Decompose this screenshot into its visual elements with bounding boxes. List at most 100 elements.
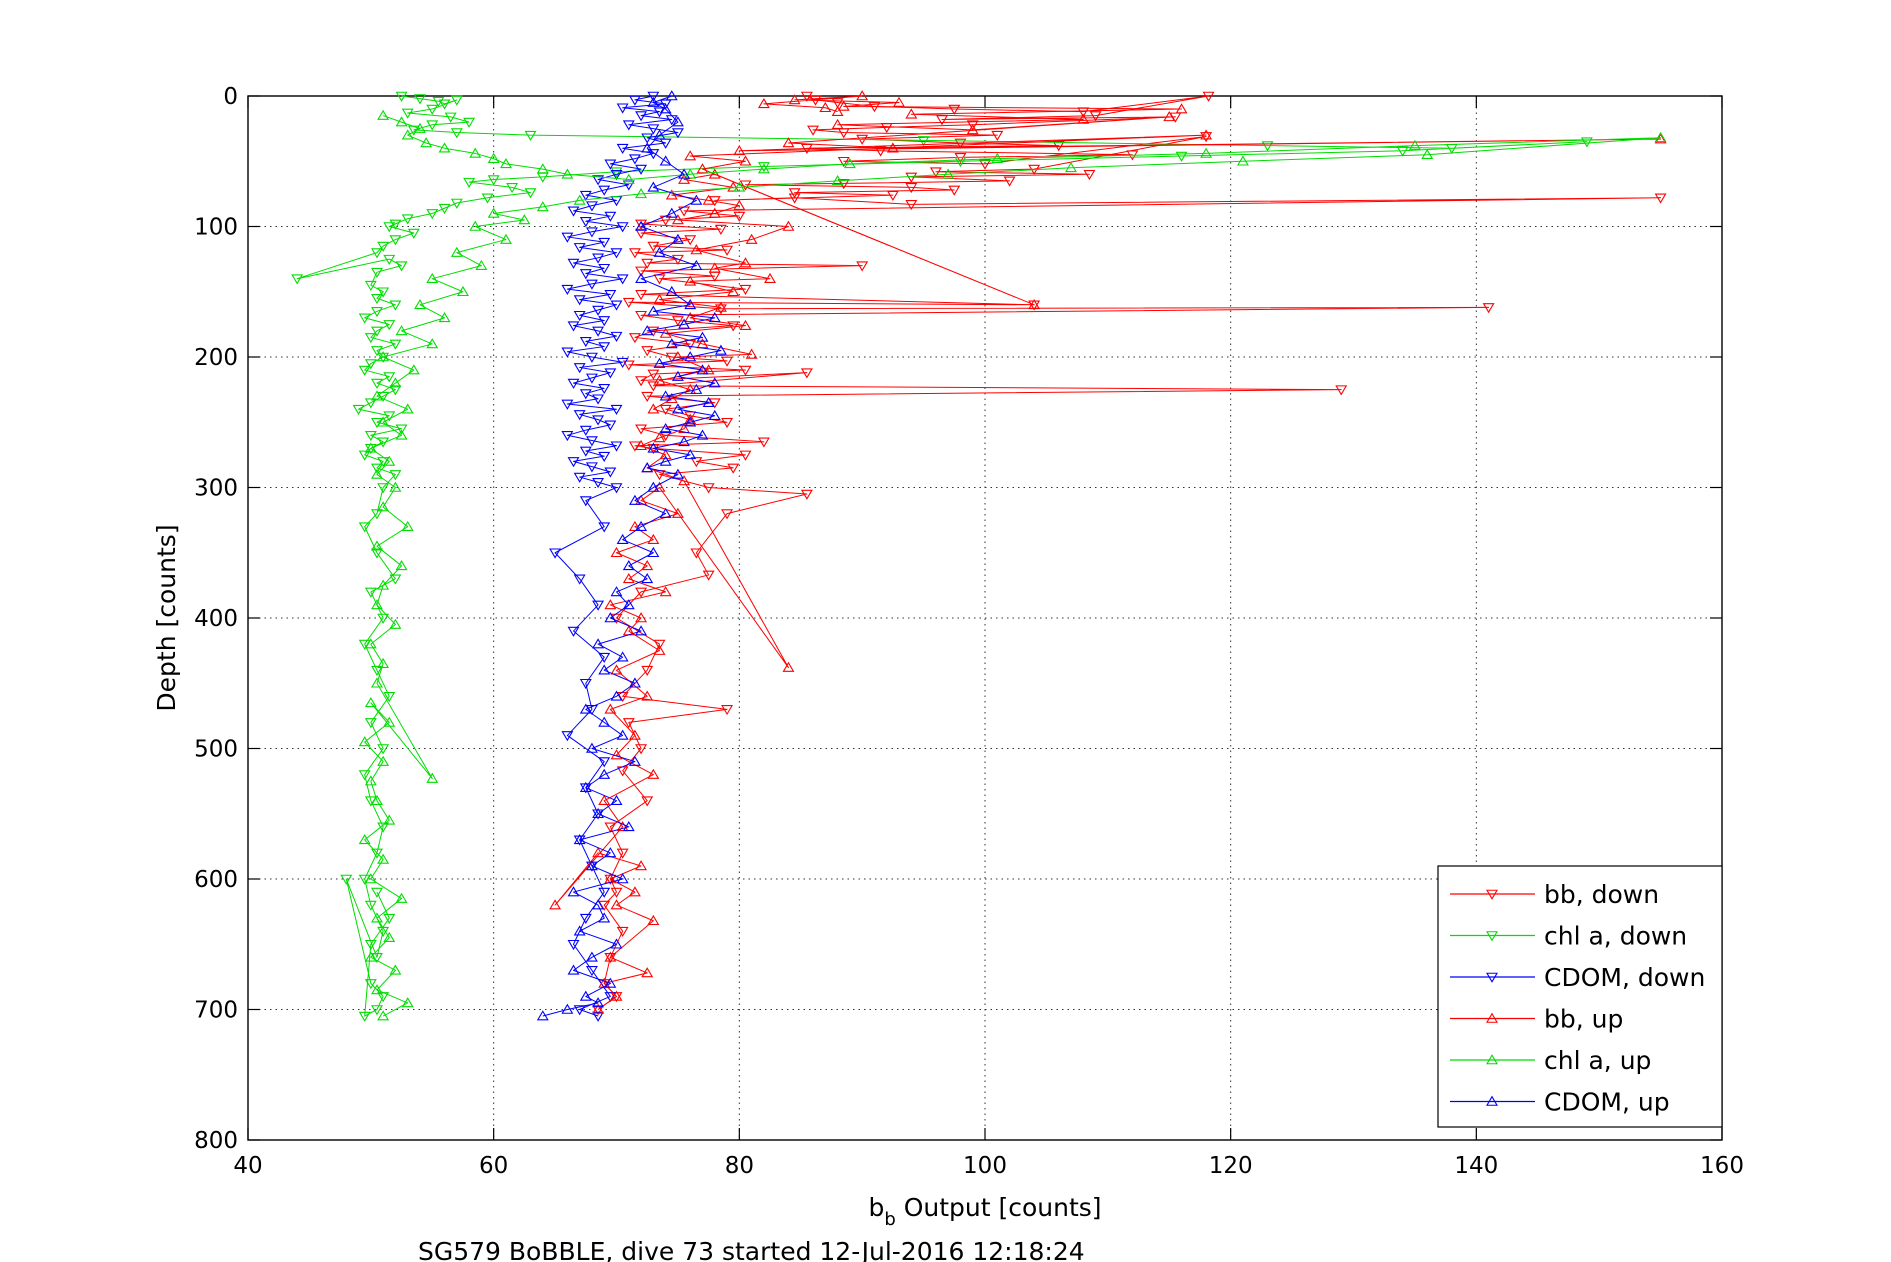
- y-tick-label: 300: [194, 476, 238, 502]
- data-point: [659, 455, 672, 466]
- series-line: [364, 115, 1662, 1017]
- x-axis-label: bb Output [counts]: [868, 1193, 1101, 1230]
- data-point: [659, 103, 672, 114]
- data-point: [579, 337, 592, 348]
- data-point: [524, 188, 537, 199]
- data-point: [684, 416, 697, 427]
- data-point: [678, 168, 691, 179]
- data-point: [757, 97, 770, 109]
- data-point: [831, 98, 844, 109]
- data-point: [358, 736, 371, 747]
- data-point: [364, 696, 377, 708]
- data-point: [389, 339, 402, 350]
- data-point: [610, 794, 623, 806]
- data-point: [745, 233, 758, 244]
- data-point: [573, 925, 586, 936]
- y-tick-label: 500: [194, 737, 238, 763]
- data-point: [635, 310, 648, 322]
- data-point: [635, 219, 648, 230]
- data-point: [389, 470, 402, 481]
- data-point: [371, 848, 383, 859]
- data-point: [635, 587, 648, 598]
- data-point: [628, 729, 641, 740]
- data-point: [573, 310, 586, 322]
- data-point: [573, 194, 586, 205]
- data-point: [1654, 131, 1667, 143]
- data-point: [567, 258, 580, 269]
- data-point: [757, 163, 770, 174]
- data-point: [579, 913, 592, 924]
- data-point: [653, 481, 666, 492]
- legend-marker: [1486, 1095, 1498, 1106]
- data-point: [641, 133, 654, 144]
- data-point: [1003, 176, 1016, 187]
- data-point: [592, 326, 605, 337]
- data-point: [364, 718, 377, 729]
- data-point: [598, 794, 611, 806]
- data-point: [364, 873, 377, 884]
- data-point: [592, 899, 605, 910]
- data-point: [598, 912, 611, 923]
- data-point: [604, 159, 617, 170]
- data-point: [628, 886, 641, 897]
- data-point: [371, 984, 383, 995]
- data-point: [592, 600, 605, 611]
- data-point: [837, 100, 850, 111]
- data-point: [684, 150, 697, 161]
- y-tick-label: 700: [194, 998, 238, 1024]
- data-point: [702, 364, 715, 375]
- data-point: [905, 183, 918, 194]
- data-point: [647, 241, 660, 252]
- data-point: [364, 359, 377, 370]
- data-point: [585, 951, 598, 962]
- data-point: [678, 173, 691, 184]
- data-point: [641, 346, 654, 357]
- data-point: [592, 1003, 605, 1014]
- data-point: [616, 357, 629, 369]
- data-point: [561, 168, 574, 179]
- data-point: [641, 573, 654, 584]
- x-tick-label: 60: [479, 1153, 508, 1179]
- data-point: [659, 449, 672, 460]
- data-point: [592, 175, 605, 186]
- data-point: [377, 351, 390, 362]
- data-point: [389, 300, 402, 311]
- data-point: [837, 128, 850, 139]
- data-point: [377, 853, 390, 864]
- data-point: [678, 318, 691, 329]
- data-point: [358, 770, 371, 781]
- data-point: [733, 211, 746, 222]
- data-point: [659, 404, 672, 416]
- data-point: [395, 429, 408, 440]
- data-point: [598, 237, 611, 248]
- data-point: [579, 389, 592, 400]
- data-point: [696, 331, 709, 342]
- data-point: [579, 703, 592, 714]
- x-tick-label: 100: [963, 1153, 1007, 1179]
- data-point: [371, 267, 383, 279]
- data-point: [592, 807, 605, 819]
- data-point: [598, 664, 611, 675]
- data-point: [739, 257, 752, 268]
- data-point: [592, 305, 605, 316]
- data-point: [1654, 133, 1667, 144]
- data-point: [364, 333, 377, 344]
- data-point: [371, 468, 383, 479]
- data-point: [690, 457, 703, 468]
- data-point: [733, 144, 746, 156]
- data-point: [635, 625, 648, 636]
- data-point: [616, 651, 629, 662]
- data-point: [622, 173, 635, 184]
- data-point: [536, 201, 549, 212]
- data-point: [364, 638, 377, 649]
- data-point: [481, 193, 494, 204]
- data-point: [352, 404, 365, 416]
- series-cdom-down: [549, 91, 684, 1022]
- data-point: [1421, 148, 1434, 160]
- data-point: [757, 437, 770, 448]
- data-point: [628, 95, 641, 106]
- data-point: [377, 744, 390, 755]
- data-point: [579, 990, 592, 1001]
- data-point: [377, 241, 390, 252]
- data-point: [647, 481, 660, 492]
